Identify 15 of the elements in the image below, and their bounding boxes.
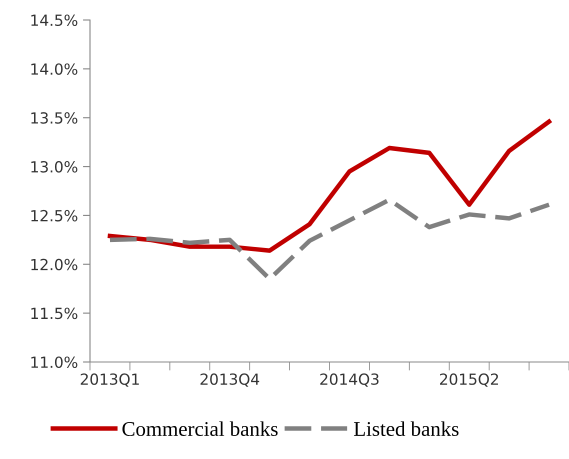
x-tick-label: 2013Q4 (200, 373, 260, 387)
y-tick-label: 11.5% (31, 308, 78, 320)
x-tick-label: 2014Q3 (320, 373, 379, 387)
x-tick-label: 2015Q2 (440, 373, 498, 387)
y-tick-label: 13.0% (31, 161, 78, 173)
y-tick-label: 14.5% (31, 14, 78, 26)
y-tick-label: 13.5% (31, 112, 78, 124)
y-tick-label: 11.0% (31, 356, 78, 368)
y-tick-label: 14.0% (31, 63, 78, 75)
x-tick-label: 2013Q1 (80, 373, 139, 387)
y-tick-label: 12.0% (31, 258, 78, 270)
legend-label: Listed banks (354, 421, 459, 436)
legend-label: Commercial banks (122, 421, 278, 436)
y-tick-label: 12.5% (31, 210, 78, 222)
line-series (108, 119, 552, 253)
